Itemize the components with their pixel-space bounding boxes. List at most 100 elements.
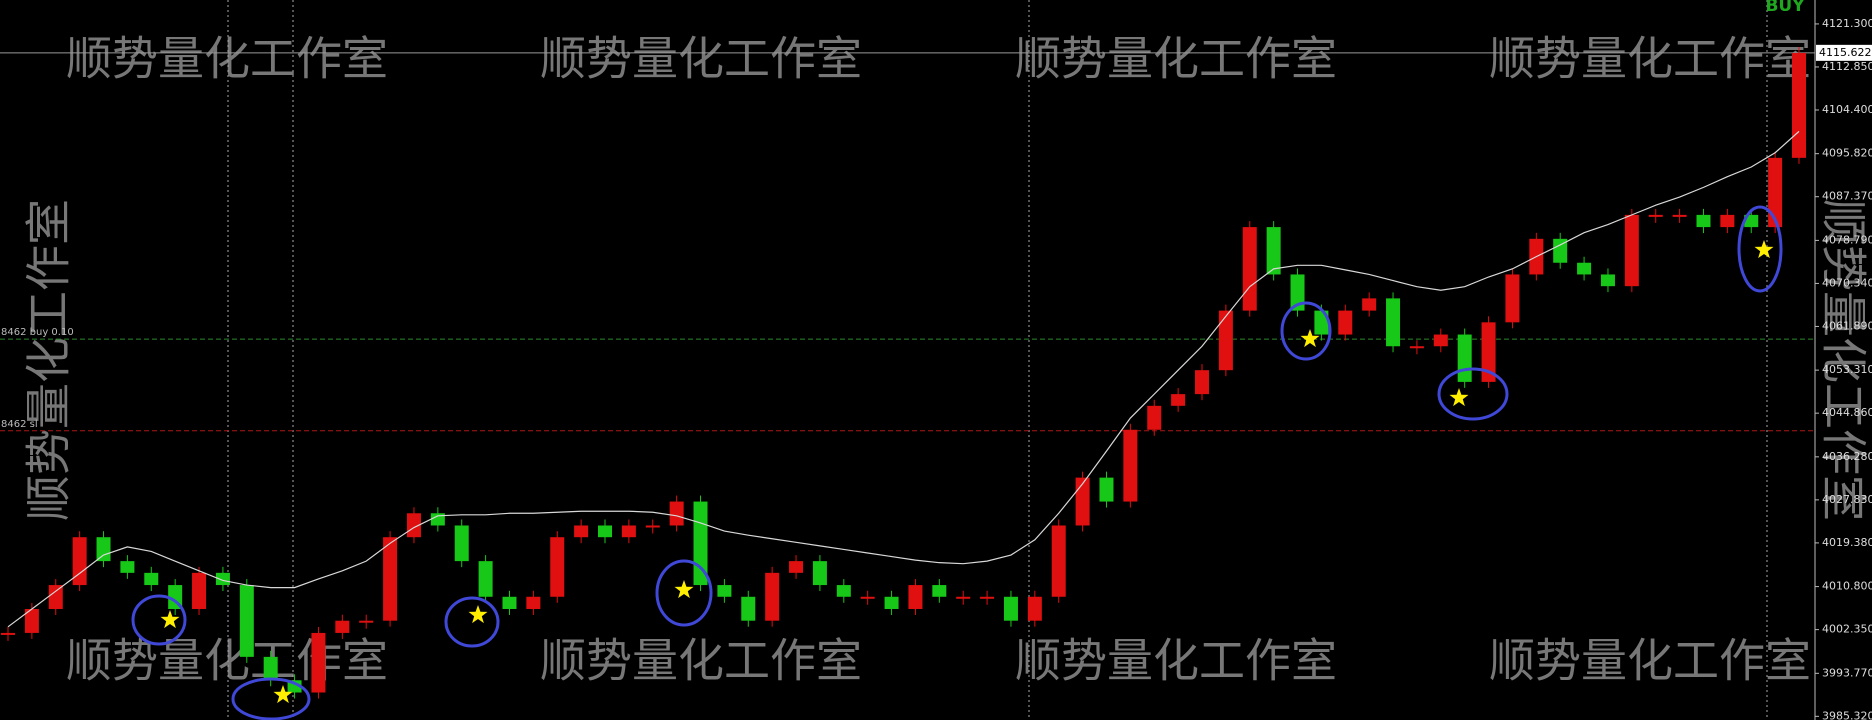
candle bbox=[478, 561, 493, 597]
y-tick-label: 4095.820 bbox=[1822, 147, 1872, 160]
candle bbox=[908, 585, 923, 609]
y-tick-label: 4078.790 bbox=[1822, 233, 1872, 246]
candle bbox=[1553, 238, 1568, 263]
candle bbox=[836, 585, 851, 597]
candle bbox=[24, 608, 39, 633]
candle bbox=[860, 596, 875, 599]
candle bbox=[263, 656, 278, 681]
current-price-box bbox=[1816, 44, 1872, 61]
candle bbox=[1457, 334, 1472, 382]
candle bbox=[1027, 596, 1042, 621]
signals bbox=[131, 205, 1783, 720]
candle bbox=[383, 537, 398, 621]
signal-ring bbox=[444, 596, 500, 648]
candle bbox=[550, 537, 565, 597]
candle bbox=[1600, 274, 1615, 287]
candle bbox=[1242, 227, 1257, 311]
candle bbox=[239, 585, 254, 657]
watermark: 顺势量化工作室 bbox=[22, 199, 76, 521]
candle bbox=[1, 632, 15, 635]
y-tick-label: 4112.850 bbox=[1822, 60, 1872, 73]
candle bbox=[406, 513, 421, 538]
signal-ring bbox=[1437, 367, 1509, 421]
candle bbox=[1624, 214, 1639, 287]
candle bbox=[884, 596, 899, 609]
candle bbox=[1003, 596, 1018, 621]
y-tick-label: 4061.890 bbox=[1822, 319, 1872, 332]
candle bbox=[454, 525, 469, 562]
candle bbox=[1577, 262, 1592, 275]
candle bbox=[621, 525, 636, 538]
current-price-label: 4115.622 bbox=[1819, 46, 1872, 59]
candle bbox=[1362, 298, 1377, 311]
candle bbox=[980, 596, 995, 599]
candle bbox=[502, 596, 517, 609]
watermark: 顺势量化工作室 bbox=[66, 634, 388, 688]
candle bbox=[215, 572, 230, 586]
candle bbox=[1266, 227, 1281, 275]
signal-ring bbox=[1737, 205, 1783, 293]
candle bbox=[1648, 214, 1663, 217]
candle bbox=[1696, 214, 1711, 228]
y-tick-label: 3993.770 bbox=[1822, 666, 1872, 679]
candle bbox=[1075, 477, 1090, 526]
y-tick-label: 4036.280 bbox=[1822, 450, 1872, 463]
watermark: 顺势量化工作室 bbox=[540, 32, 862, 86]
candle bbox=[526, 596, 541, 609]
candle bbox=[1768, 157, 1783, 228]
order-level-label: 8462 sl bbox=[1, 419, 38, 430]
order-level-label: 8462 buy 0.10 bbox=[1, 327, 74, 338]
y-tick-label: 4053.310 bbox=[1822, 363, 1872, 376]
candle bbox=[1147, 405, 1162, 430]
signal-ring bbox=[1280, 301, 1332, 361]
y-tick-label: 3985.320 bbox=[1822, 709, 1872, 720]
candle bbox=[1409, 346, 1424, 349]
candle bbox=[574, 525, 589, 538]
candle bbox=[789, 561, 804, 573]
candle bbox=[669, 501, 684, 526]
candle bbox=[96, 537, 111, 562]
candle bbox=[956, 596, 971, 599]
candle bbox=[1481, 322, 1496, 382]
candle bbox=[311, 632, 326, 693]
candle bbox=[1051, 525, 1066, 597]
watermark: 顺势量化工作室 bbox=[1489, 32, 1811, 86]
candle bbox=[812, 561, 827, 586]
candle bbox=[1290, 274, 1305, 311]
moving-average bbox=[7, 130, 1800, 628]
candle bbox=[1386, 298, 1401, 347]
y-tick-label: 4070.340 bbox=[1822, 276, 1872, 289]
candle bbox=[765, 572, 780, 621]
candle bbox=[359, 620, 374, 623]
candle bbox=[1792, 52, 1806, 158]
y-tick-label: 4121.300 bbox=[1822, 17, 1872, 30]
candle bbox=[1505, 274, 1520, 323]
watermark: 顺势量化工作室 bbox=[66, 32, 388, 86]
signal-label: BUY bbox=[1765, 0, 1805, 16]
candle bbox=[1171, 394, 1186, 406]
candle bbox=[1672, 214, 1687, 217]
candle bbox=[1314, 310, 1329, 335]
signal-ring bbox=[231, 677, 311, 720]
signal-ring bbox=[655, 559, 713, 627]
plot: 4121.300 4112.850 4104.400 4095.820 4087.370… bbox=[0, 17, 1872, 720]
watermark: 顺势量化工作室 bbox=[1817, 199, 1871, 521]
candle bbox=[192, 572, 207, 609]
candle bbox=[1218, 310, 1233, 371]
y-tick-label: 4087.370 bbox=[1822, 190, 1872, 203]
candle bbox=[1338, 310, 1353, 335]
candle bbox=[932, 585, 947, 597]
watermark: 顺势量化工作室 bbox=[540, 634, 862, 688]
candle bbox=[1744, 214, 1759, 228]
y-tick-label: 4002.350 bbox=[1822, 623, 1872, 636]
candle bbox=[741, 596, 756, 621]
candle bbox=[144, 572, 159, 586]
watermark: 顺势量化工作室 bbox=[1489, 634, 1811, 688]
candle bbox=[1123, 429, 1138, 502]
y-tick-label: 4027.830 bbox=[1822, 493, 1872, 506]
watermark: 顺势量化工作室 bbox=[1015, 32, 1337, 86]
watermark: 顺势量化工作室 bbox=[1015, 634, 1337, 688]
candle bbox=[1099, 477, 1114, 502]
